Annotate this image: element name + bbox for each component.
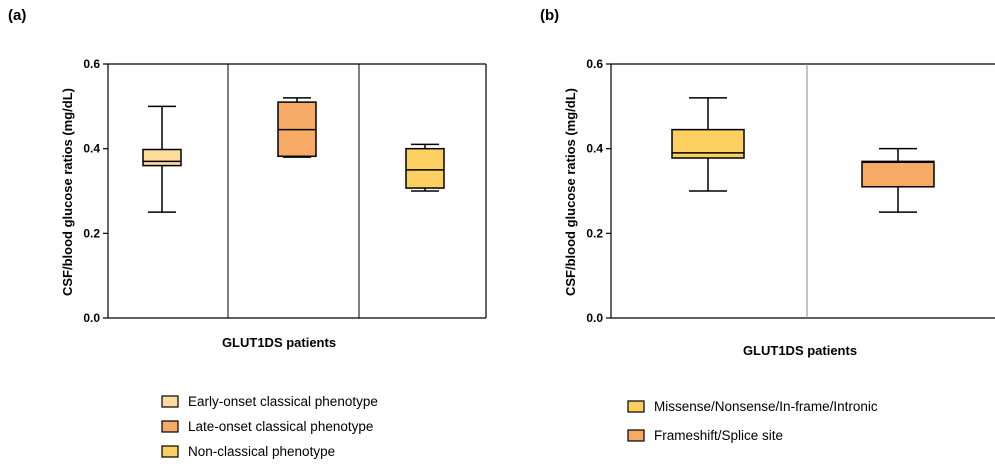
panel-b-legend-item: Missense/Nonsense/In-frame/Intronic bbox=[627, 399, 878, 414]
panel-a: (a) CSF/blood glucose ratios (mg/dL) GLU… bbox=[8, 7, 487, 459]
iqr-box bbox=[671, 128, 745, 159]
panel-a-legend-item: Early-onset classical phenotype bbox=[161, 394, 378, 409]
panel-a-y-tick-label: 0.2 bbox=[83, 226, 100, 240]
panel-a-xlabel: GLUT1DS patients bbox=[222, 335, 336, 350]
legend-label: Late-onset classical phenotype bbox=[188, 419, 373, 434]
legend-swatch bbox=[161, 420, 179, 433]
legend-swatch bbox=[161, 445, 179, 458]
legend-label: Frameshift/Splice site bbox=[654, 428, 783, 443]
panel-b-y-tick-label: 0.4 bbox=[586, 142, 603, 156]
legend-label: Non-classical phenotype bbox=[188, 444, 335, 459]
panel-a-label: (a) bbox=[8, 7, 26, 24]
panel-a-ylabel: CSF/blood glucose ratios (mg/dL) bbox=[60, 88, 75, 296]
panel-a-legend-item: Non-classical phenotype bbox=[161, 444, 335, 459]
panel-b-box-2 bbox=[861, 147, 935, 213]
panel-b-box-1 bbox=[671, 97, 745, 192]
panel-a-plot-area: 0.0 0.2 0.4 0.6 bbox=[83, 57, 487, 325]
panel-a-legend: Early-onset classical phenotype Late-onse… bbox=[161, 394, 378, 459]
panel-a-legend-item: Late-onset classical phenotype bbox=[161, 419, 373, 434]
panel-b-plot-area: 0.0 0.2 0.4 0.6 bbox=[586, 57, 995, 325]
panel-a-box-2 bbox=[277, 97, 317, 158]
panel-a-box-1 bbox=[142, 105, 182, 213]
legend-label: Missense/Nonsense/In-frame/Intronic bbox=[654, 399, 878, 414]
panel-b-xlabel: GLUT1DS patients bbox=[743, 343, 857, 358]
panel-a-box-3 bbox=[405, 143, 445, 192]
panel-a-y-tick-label: 0.0 bbox=[83, 311, 100, 325]
panel-b-legend-item: Frameshift/Splice site bbox=[627, 428, 783, 443]
panel-b-legend: Missense/Nonsense/In-frame/Intronic Frame… bbox=[627, 399, 878, 443]
iqr-box bbox=[861, 160, 935, 188]
panel-b-y-tick-label: 0.2 bbox=[586, 226, 603, 240]
panel-a-y-tick-label: 0.6 bbox=[83, 57, 100, 71]
panel-b: (b) CSF/blood glucose ratios (mg/dL) GLU… bbox=[540, 7, 995, 443]
panel-b-ylabel: CSF/blood glucose ratios (mg/dL) bbox=[563, 88, 578, 296]
panel-a-y-tick-label: 0.4 bbox=[83, 142, 100, 156]
panel-b-y-tick-label: 0.0 bbox=[586, 311, 603, 325]
legend-swatch bbox=[161, 395, 179, 408]
legend-swatch bbox=[627, 429, 645, 442]
iqr-box bbox=[405, 147, 445, 189]
panel-b-y-tick-label: 0.6 bbox=[586, 57, 603, 71]
iqr-box bbox=[142, 148, 182, 167]
legend-swatch bbox=[627, 400, 645, 413]
legend-label: Early-onset classical phenotype bbox=[188, 394, 378, 409]
panel-b-label: (b) bbox=[540, 7, 559, 24]
